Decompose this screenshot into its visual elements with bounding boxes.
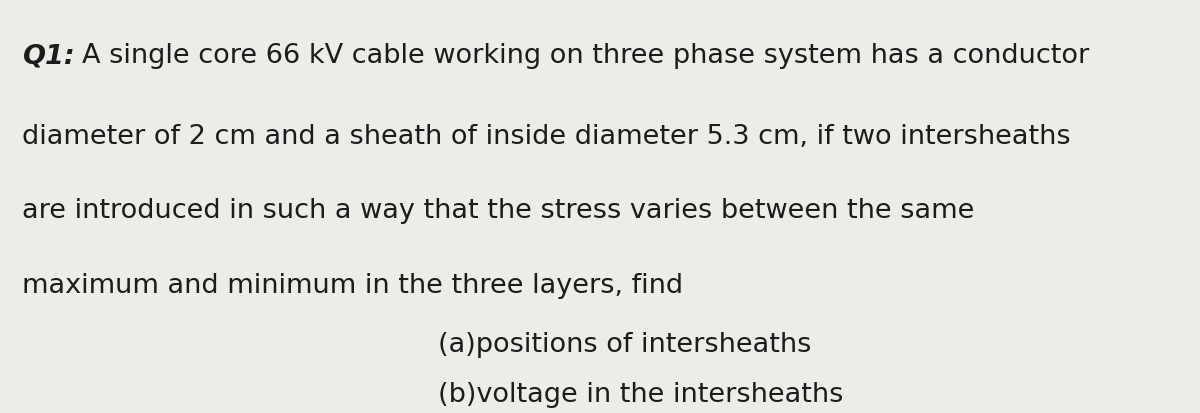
Text: diameter of 2 cm and a sheath of inside diameter 5.3 cm, if two intersheaths: diameter of 2 cm and a sheath of inside … bbox=[22, 124, 1070, 150]
Text: are introduced in such a way that the stress varies between the same: are introduced in such a way that the st… bbox=[22, 198, 974, 224]
Text: Q1:: Q1: bbox=[22, 43, 74, 69]
Text: (a)positions of intersheaths: (a)positions of intersheaths bbox=[438, 332, 811, 358]
Text: maximum and minimum in the three layers, find: maximum and minimum in the three layers,… bbox=[22, 273, 683, 299]
Text: (b)voltage in the intersheaths: (b)voltage in the intersheaths bbox=[438, 382, 844, 408]
Text: A single core 66 kV cable working on three phase system has a conductor: A single core 66 kV cable working on thr… bbox=[82, 43, 1088, 69]
